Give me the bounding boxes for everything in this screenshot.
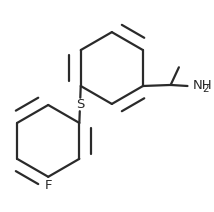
Text: 2: 2 bbox=[202, 84, 208, 95]
Text: NH: NH bbox=[193, 79, 213, 92]
Text: S: S bbox=[76, 98, 84, 111]
Text: F: F bbox=[45, 179, 52, 192]
